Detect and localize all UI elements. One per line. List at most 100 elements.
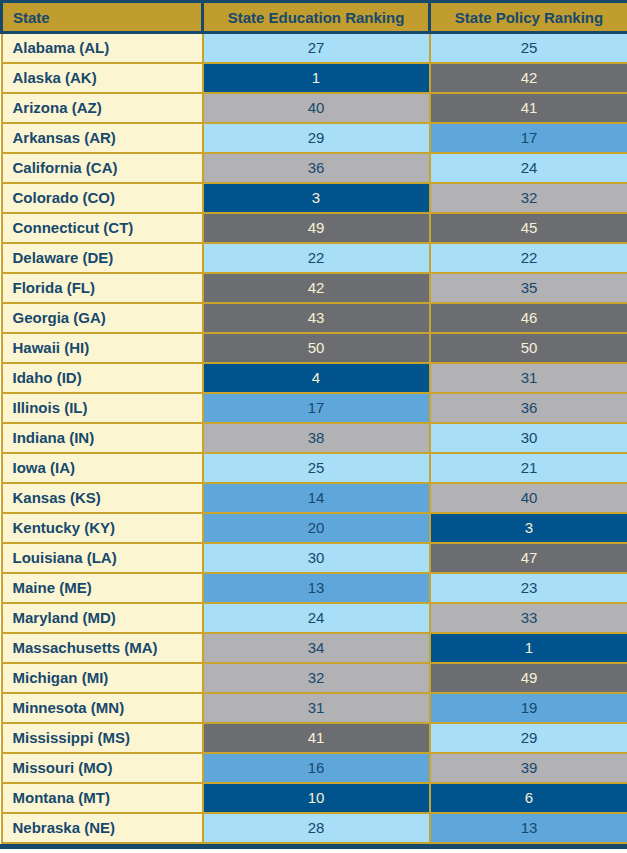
state-name-cell: Montana (MT) [2, 783, 203, 813]
table-row: Connecticut (CT) 49 45 [2, 213, 627, 243]
table-row: Illinois (IL) 17 36 [2, 393, 627, 423]
state-name-cell: Mississippi (MS) [2, 723, 203, 753]
education-ranking-cell: 30 [203, 543, 430, 573]
education-ranking-cell: 14 [203, 483, 430, 513]
education-ranking-cell: 17 [203, 393, 430, 423]
table-row: Kansas (KS) 14 40 [2, 483, 627, 513]
state-name-cell: Maryland (MD) [2, 603, 203, 633]
policy-ranking-cell: 13 [430, 813, 627, 843]
table-row: Georgia (GA) 43 46 [2, 303, 627, 333]
state-name-cell: Colorado (CO) [2, 183, 203, 213]
table-row: Michigan (MI) 32 49 [2, 663, 627, 693]
state-name-cell: Georgia (GA) [2, 303, 203, 333]
policy-ranking-cell: 50 [430, 333, 627, 363]
policy-ranking-cell: 33 [430, 603, 627, 633]
education-ranking-cell: 49 [203, 213, 430, 243]
state-name-cell: Illinois (IL) [2, 393, 203, 423]
education-ranking-cell: 32 [203, 663, 430, 693]
table-row: Colorado (CO) 3 32 [2, 183, 627, 213]
table-row: Arkansas (AR) 29 17 [2, 123, 627, 153]
policy-ranking-cell: 49 [430, 663, 627, 693]
table-body: Alabama (AL) 27 25 Alaska (AK) 1 42 Ariz… [2, 33, 627, 843]
table-row: Iowa (IA) 25 21 [2, 453, 627, 483]
table-row: Alabama (AL) 27 25 [2, 33, 627, 63]
state-name-cell: Massachusetts (MA) [2, 633, 203, 663]
policy-ranking-cell: 39 [430, 753, 627, 783]
state-name-cell: Arkansas (AR) [2, 123, 203, 153]
education-ranking-cell: 40 [203, 93, 430, 123]
education-ranking-cell: 50 [203, 333, 430, 363]
state-name-cell: Louisiana (LA) [2, 543, 203, 573]
policy-ranking-cell: 32 [430, 183, 627, 213]
state-name-cell: Delaware (DE) [2, 243, 203, 273]
state-name-cell: Iowa (IA) [2, 453, 203, 483]
education-ranking-cell: 3 [203, 183, 430, 213]
table-row: Hawaii (HI) 50 50 [2, 333, 627, 363]
education-ranking-cell: 43 [203, 303, 430, 333]
education-ranking-cell: 27 [203, 33, 430, 63]
column-header-state: State [2, 2, 203, 33]
state-rankings-table: State State Education Ranking State Poli… [0, 0, 627, 844]
state-name-cell: Alabama (AL) [2, 33, 203, 63]
education-ranking-cell: 28 [203, 813, 430, 843]
table-row: Mississippi (MS) 41 29 [2, 723, 627, 753]
table-row: California (CA) 36 24 [2, 153, 627, 183]
education-ranking-cell: 4 [203, 363, 430, 393]
education-ranking-cell: 25 [203, 453, 430, 483]
state-name-cell: Michigan (MI) [2, 663, 203, 693]
column-header-education-ranking: State Education Ranking [203, 2, 430, 33]
state-rankings-page: State State Education Ranking State Poli… [0, 0, 627, 853]
policy-ranking-cell: 22 [430, 243, 627, 273]
policy-ranking-cell: 35 [430, 273, 627, 303]
table-row: Florida (FL) 42 35 [2, 273, 627, 303]
education-ranking-cell: 31 [203, 693, 430, 723]
policy-ranking-cell: 36 [430, 393, 627, 423]
table-row: Arizona (AZ) 40 41 [2, 93, 627, 123]
state-name-cell: Connecticut (CT) [2, 213, 203, 243]
table-row: Montana (MT) 10 6 [2, 783, 627, 813]
education-ranking-cell: 34 [203, 633, 430, 663]
education-ranking-cell: 1 [203, 63, 430, 93]
table-row: Kentucky (KY) 20 3 [2, 513, 627, 543]
state-name-cell: Indiana (IN) [2, 423, 203, 453]
policy-ranking-cell: 29 [430, 723, 627, 753]
policy-ranking-cell: 17 [430, 123, 627, 153]
policy-ranking-cell: 1 [430, 633, 627, 663]
table-row: Idaho (ID) 4 31 [2, 363, 627, 393]
education-ranking-cell: 10 [203, 783, 430, 813]
state-name-cell: Arizona (AZ) [2, 93, 203, 123]
state-name-cell: Florida (FL) [2, 273, 203, 303]
column-header-policy-ranking: State Policy Ranking [430, 2, 627, 33]
table-bottom-edge [0, 844, 627, 849]
state-name-cell: California (CA) [2, 153, 203, 183]
table-row: Massachusetts (MA) 34 1 [2, 633, 627, 663]
policy-ranking-cell: 3 [430, 513, 627, 543]
policy-ranking-cell: 6 [430, 783, 627, 813]
state-name-cell: Nebraska (NE) [2, 813, 203, 843]
education-ranking-cell: 16 [203, 753, 430, 783]
table-row: Nebraska (NE) 28 13 [2, 813, 627, 843]
table-row: Maine (ME) 13 23 [2, 573, 627, 603]
table-row: Maryland (MD) 24 33 [2, 603, 627, 633]
state-name-cell: Kentucky (KY) [2, 513, 203, 543]
table-header: State State Education Ranking State Poli… [2, 2, 627, 33]
policy-ranking-cell: 24 [430, 153, 627, 183]
state-name-cell: Hawaii (HI) [2, 333, 203, 363]
policy-ranking-cell: 21 [430, 453, 627, 483]
policy-ranking-cell: 19 [430, 693, 627, 723]
state-name-cell: Maine (ME) [2, 573, 203, 603]
state-name-cell: Alaska (AK) [2, 63, 203, 93]
header-row: State State Education Ranking State Poli… [2, 2, 627, 33]
table-row: Delaware (DE) 22 22 [2, 243, 627, 273]
policy-ranking-cell: 41 [430, 93, 627, 123]
table-row: Missouri (MO) 16 39 [2, 753, 627, 783]
policy-ranking-cell: 30 [430, 423, 627, 453]
education-ranking-cell: 24 [203, 603, 430, 633]
policy-ranking-cell: 25 [430, 33, 627, 63]
state-name-cell: Kansas (KS) [2, 483, 203, 513]
table-row: Louisiana (LA) 30 47 [2, 543, 627, 573]
table-row: Minnesota (MN) 31 19 [2, 693, 627, 723]
education-ranking-cell: 22 [203, 243, 430, 273]
education-ranking-cell: 13 [203, 573, 430, 603]
state-name-cell: Minnesota (MN) [2, 693, 203, 723]
